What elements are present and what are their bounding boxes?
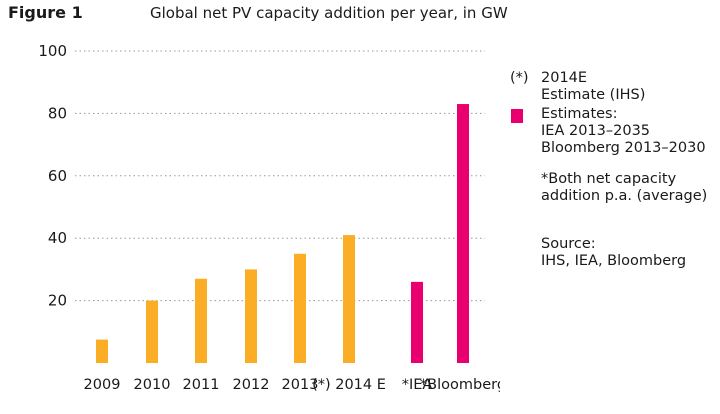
legend-estimate-symbol: (*) [510, 70, 529, 86]
y-tick-label: 40 [48, 229, 67, 247]
source-line: IHS, IEA, Bloomberg [541, 253, 687, 269]
legend-estimates-line: Bloomberg 2013–2030 [541, 140, 706, 156]
x-tick-label: 2011 [183, 377, 220, 393]
x-tick-label: 2009 [84, 377, 121, 393]
bar [411, 281, 423, 363]
legend-magenta-swatch [511, 109, 523, 123]
y-axis-ticks: 20 40 60 80 100 [38, 42, 67, 310]
footnote: *Both net capacity addition p.a. (averag… [541, 171, 716, 205]
x-tick-label: *Bloomberg [420, 377, 500, 393]
y-tick-label: 80 [48, 104, 67, 122]
bar [146, 300, 158, 363]
bar [195, 278, 207, 363]
source-note: Source: IHS, IEA, Bloomberg [541, 236, 716, 270]
legend-estimate-line: 2014E [541, 70, 588, 86]
figure-label: Figure 1 [8, 3, 83, 22]
footnote-line: addition p.a. (average) [541, 188, 708, 204]
x-tick-label: 2012 [233, 377, 270, 393]
bar [343, 235, 355, 363]
y-tick-label: 20 [48, 292, 67, 310]
bar-chart: 20 40 60 80 100 2009 2010 2011 2012 2013(*) 2014… [38, 42, 500, 393]
bar [96, 339, 108, 363]
y-tick-label: 60 [48, 167, 67, 185]
x-tick-label: 2013 [282, 377, 319, 393]
y-tick-label: 100 [38, 42, 67, 60]
bar [457, 104, 469, 363]
bar [294, 253, 306, 363]
bars [96, 104, 469, 363]
legend-estimates-line: IEA 2013–2035 [541, 123, 651, 139]
footnote-line: *Both net capacity [541, 171, 677, 187]
x-tick-label: *IEA [402, 377, 433, 393]
x-tick-label: (*) 2014 E [312, 377, 386, 393]
x-tick-label: 2010 [134, 377, 171, 393]
chart-title: Global net PV capacity addition per year… [150, 4, 508, 22]
x-axis-ticks: 2009 2010 2011 2012 2013(*) 2014 E *IEA*Bloom… [84, 377, 500, 393]
legend-estimate-line: Estimate (IHS) [541, 87, 646, 103]
source-line: Source: [541, 236, 596, 252]
bar [245, 269, 257, 363]
legend-estimates-text: Estimates: IEA 2013–2035 Bloomberg 2013–… [541, 106, 716, 157]
legend-estimates-line: Estimates: [541, 106, 618, 122]
legend-estimate-text: 2014E Estimate (IHS) [541, 70, 711, 104]
gridlines [75, 50, 485, 302]
